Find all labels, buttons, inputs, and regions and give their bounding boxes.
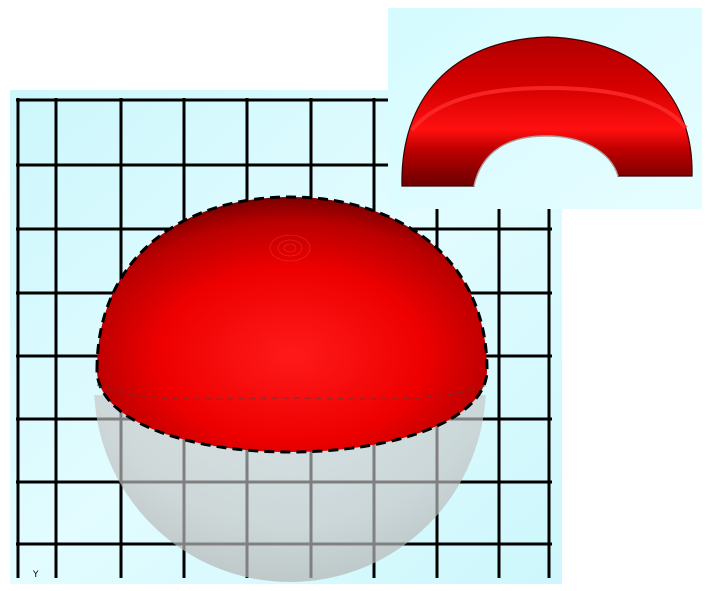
dome-highlight (269, 234, 311, 262)
axis-label-y: Y (32, 570, 39, 580)
half-ring-band (410, 85, 688, 132)
boundary-dashed-outline (95, 195, 489, 454)
upper-hemisphere (97, 197, 487, 452)
half-ring-inner-edge (473, 135, 619, 187)
equator-back-dashed (96, 384, 488, 400)
